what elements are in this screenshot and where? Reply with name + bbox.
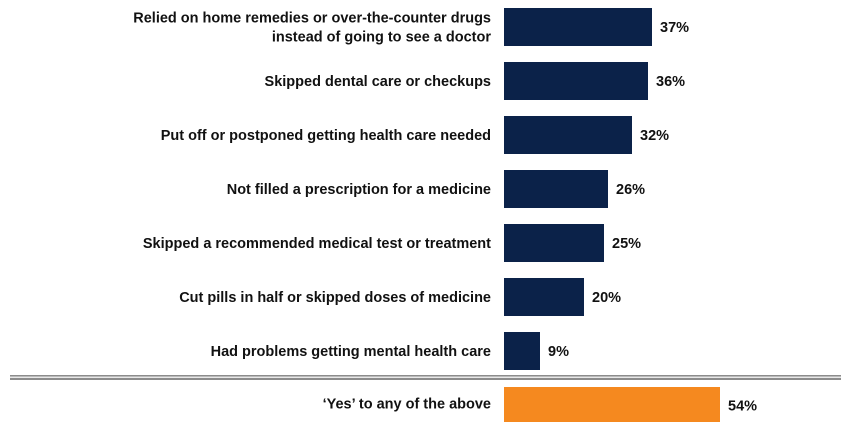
labels-layer: Relied on home remedies or over-the-coun… [133,11,757,415]
summary-value-label: 54% [728,399,757,415]
bar-1 [504,8,652,46]
value-label-4: 26% [616,182,645,198]
category-label-7: Had problems getting mental health care [211,344,491,360]
value-label-3: 32% [640,128,669,144]
value-label-6: 20% [592,290,621,306]
bar-3 [504,116,632,154]
value-label-1: 37% [660,20,689,36]
value-label-7: 9% [548,344,569,360]
value-label-2: 36% [656,74,685,90]
category-label-5: Skipped a recommended medical test or tr… [143,236,491,252]
category-label-1-line-2: instead of going to see a doctor [272,30,491,46]
value-label-5: 25% [612,236,641,252]
bar-2 [504,62,648,100]
bar-5 [504,224,604,262]
bar-4 [504,170,608,208]
category-label-4: Not filled a prescription for a medicine [227,182,491,198]
category-label-6: Cut pills in half or skipped doses of me… [179,290,491,306]
bar-7 [504,332,540,370]
category-label-3: Put off or postponed getting health care… [161,128,491,144]
category-label-1-line-1: Relied on home remedies or over-the-coun… [133,11,491,27]
bars-layer [10,8,841,422]
summary-category-label: ‘Yes’ to any of the above [323,397,491,413]
bar-6 [504,278,584,316]
category-label-2: Skipped dental care or checkups [265,74,491,90]
summary-bar [504,387,720,422]
separator-gap [10,376,841,378]
